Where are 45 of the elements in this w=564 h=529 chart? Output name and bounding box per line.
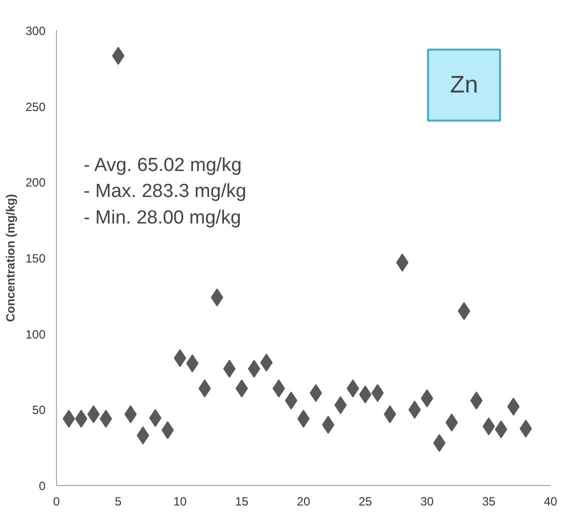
x-tick-label: 30 — [420, 494, 434, 508]
point — [384, 405, 396, 424]
point — [100, 410, 112, 428]
x-tick-label: 10 — [173, 494, 187, 508]
y-tick-label: 250 — [25, 100, 46, 114]
y-tick-label: 50 — [32, 403, 46, 418]
x-tick-label: 15 — [235, 494, 249, 508]
point — [420, 389, 434, 408]
annotation: Zn — [450, 72, 478, 99]
point — [62, 410, 76, 428]
point — [371, 384, 384, 402]
point — [507, 398, 520, 416]
point — [260, 354, 273, 372]
x-tick-label: 35 — [482, 494, 496, 508]
x-tick-label: 5 — [114, 494, 122, 508]
point — [458, 302, 470, 320]
point — [136, 426, 150, 444]
point — [470, 392, 483, 410]
point — [346, 379, 360, 398]
point — [223, 360, 236, 378]
x-tick-label: 20 — [296, 494, 310, 508]
point — [174, 349, 186, 368]
x-tick-label: 0 — [53, 494, 60, 508]
y-tick-label: 200 — [25, 176, 46, 190]
point — [433, 434, 446, 452]
y-tick-label: 100 — [25, 327, 46, 342]
point — [297, 410, 310, 428]
y-tick-label: 300 — [25, 24, 46, 38]
point — [408, 400, 421, 419]
point — [310, 384, 322, 402]
point — [494, 420, 508, 438]
y-tick-label: 0 — [38, 479, 46, 493]
point — [186, 354, 199, 372]
point — [248, 360, 260, 378]
y-tick-label: 150 — [25, 252, 46, 266]
x-tick-label: 40 — [544, 494, 558, 508]
point — [87, 405, 100, 424]
point — [161, 421, 174, 440]
point — [284, 392, 298, 410]
y-axis-title: Concentration (mg/kg) — [3, 194, 18, 322]
annotation: - Avg. 65.02 mg/kg - Max. 283.3 mg/kg - Min. 28.00 mg/kg — [84, 154, 246, 228]
point — [334, 396, 347, 414]
point — [210, 288, 224, 306]
x-tick-label: 25 — [358, 494, 372, 508]
point — [124, 405, 137, 424]
